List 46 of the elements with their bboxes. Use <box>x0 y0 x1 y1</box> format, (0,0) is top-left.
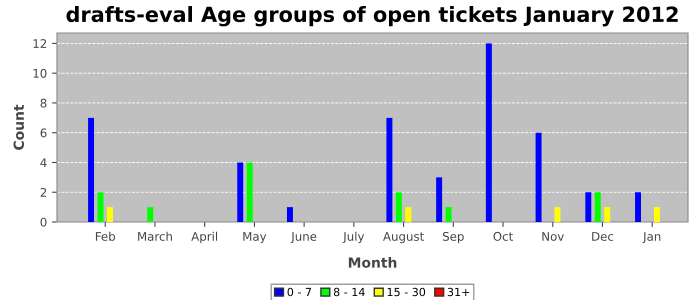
legend-label: 8 - 14 <box>334 288 365 296</box>
bar <box>106 207 113 222</box>
bar <box>536 132 542 222</box>
bar <box>604 207 610 222</box>
bar <box>147 207 154 222</box>
bar <box>88 118 94 222</box>
bar <box>246 162 253 222</box>
x-tick-label: July <box>342 232 364 244</box>
bar <box>585 192 592 222</box>
bar <box>405 207 412 222</box>
bar <box>237 162 244 222</box>
chart-title: drafts-eval Age groups of open tickets January 2012 <box>66 6 678 26</box>
bar <box>396 192 402 222</box>
x-tick-label: June <box>290 232 316 244</box>
bar <box>486 43 492 222</box>
bar <box>446 207 452 222</box>
y-axis-title: Count <box>14 104 24 150</box>
x-tick-label: Nov <box>542 232 564 241</box>
x-tick-label: Dec <box>592 232 614 241</box>
bar <box>594 192 601 222</box>
bar <box>386 118 392 222</box>
y-tick-label: 8 <box>40 98 46 108</box>
x-tick-label: March <box>138 232 172 241</box>
bar <box>286 207 293 222</box>
x-tick-label: Feb <box>96 232 116 241</box>
y-tick-label: 2 <box>40 188 46 197</box>
x-tick-label: Sep <box>442 232 464 244</box>
bar <box>436 177 442 222</box>
x-tick-label: May <box>243 232 266 244</box>
x-tick-label: Jan <box>642 232 660 244</box>
legend-label: 15 - 30 <box>388 288 426 296</box>
y-tick-label: 10 <box>34 68 46 78</box>
y-tick-label: 4 <box>40 158 47 167</box>
x-tick-label: Oct <box>493 232 513 241</box>
bar <box>635 192 642 222</box>
y-tick-label: 12 <box>34 39 46 48</box>
bar <box>98 192 104 222</box>
bar <box>654 207 660 222</box>
legend-label: 0 - 7 <box>288 288 312 296</box>
legend-label: 31+ <box>448 288 470 296</box>
x-tick-label: April <box>191 232 218 244</box>
x-axis-title: Month <box>348 257 396 268</box>
x-tick-label: August <box>383 232 424 244</box>
bar <box>554 207 560 222</box>
y-tick-label: 6 <box>40 128 47 138</box>
y-tick-label: 0 <box>40 218 46 227</box>
